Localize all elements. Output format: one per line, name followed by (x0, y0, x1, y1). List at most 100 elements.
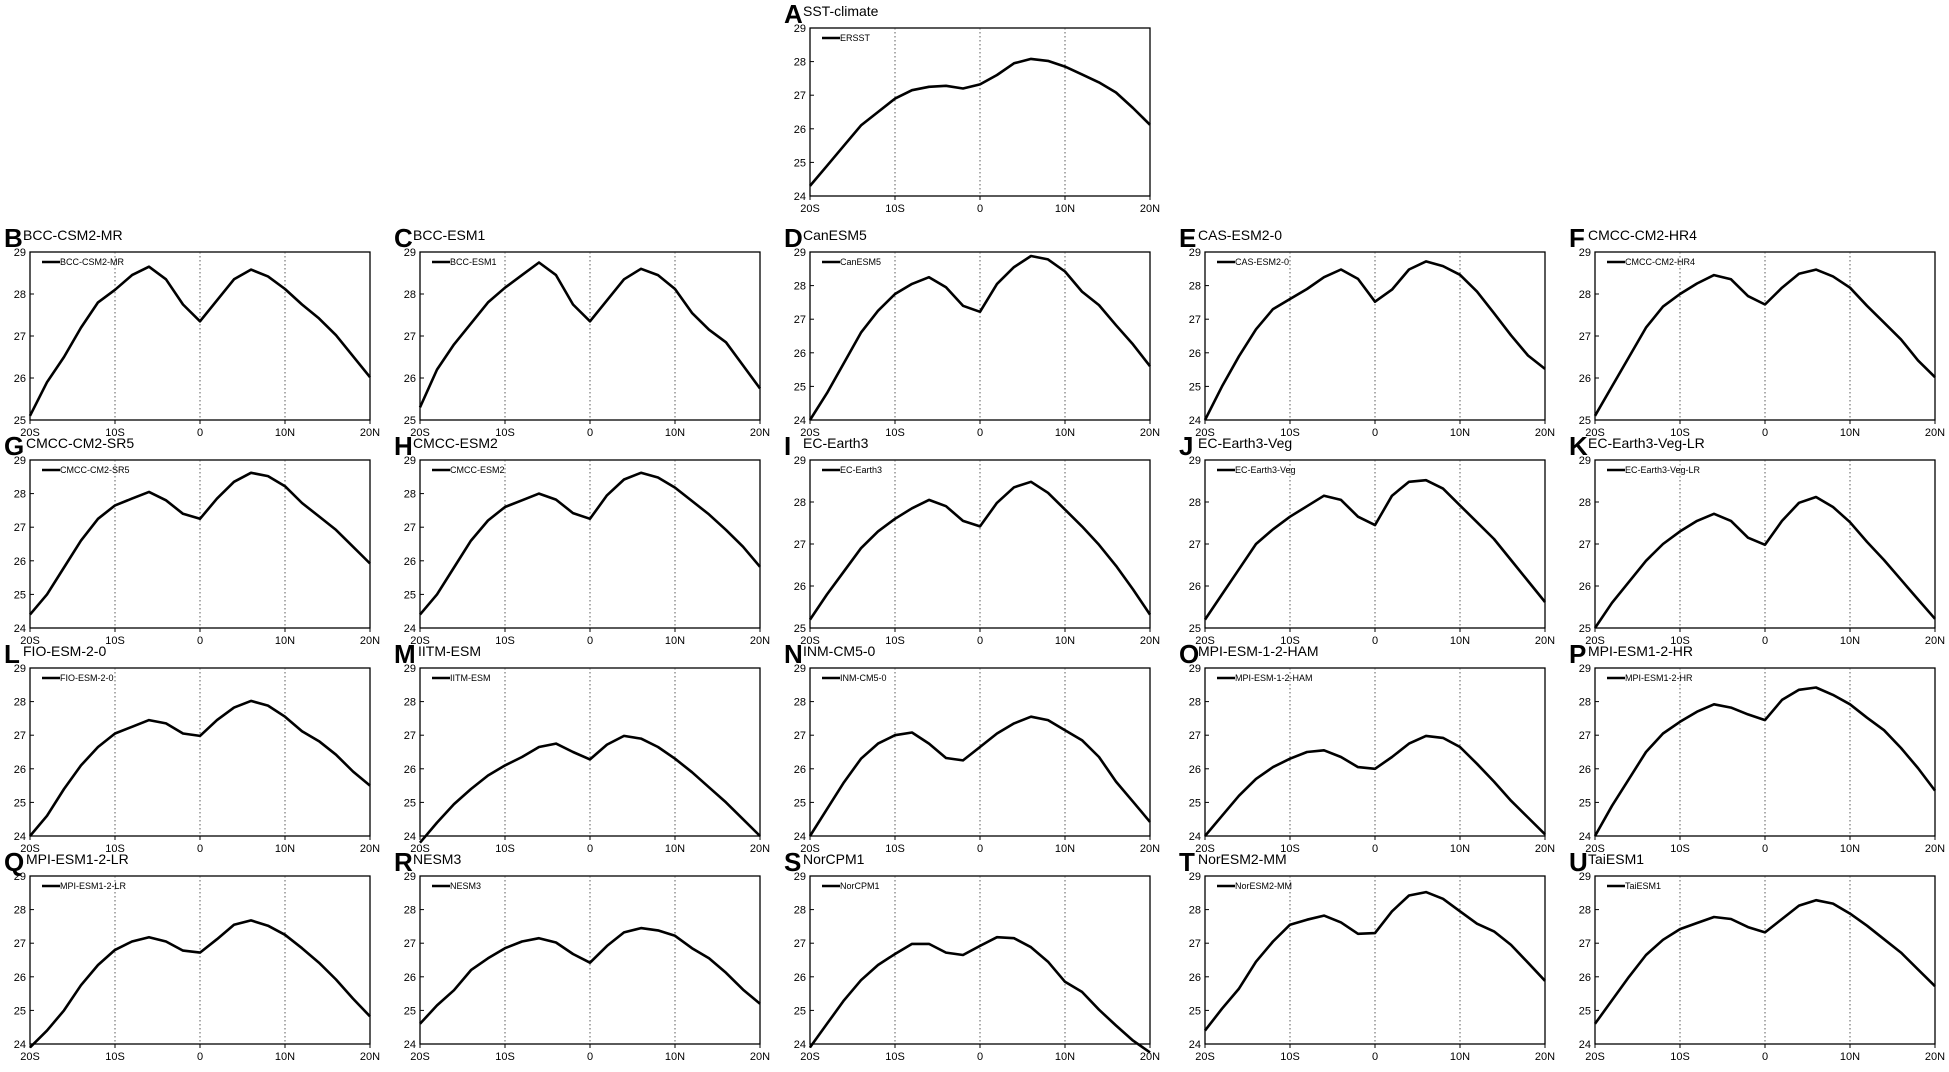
panel-title: IITM-ESM (418, 643, 481, 659)
y-tick-label: 24 (14, 623, 26, 635)
y-tick-label: 24 (14, 1039, 26, 1051)
x-tick-label: 0 (197, 635, 203, 647)
x-tick-label: 20N (360, 1051, 380, 1063)
x-tick-label: 10N (1840, 635, 1860, 647)
panel-i: I EC-Earth3 20S 10S 0 10N 20N 25 26 27 28 29 EC-Eart… (784, 431, 1160, 647)
y-tick-label: 25 (1579, 797, 1591, 809)
panel-title: CMCC-ESM2 (413, 435, 498, 451)
panel-title: NorCPM1 (803, 851, 865, 867)
y-tick-label: 25 (794, 1005, 806, 1017)
x-tick-label: 10N (1450, 1051, 1470, 1063)
x-tick-label: 0 (1372, 635, 1378, 647)
y-tick-label: 28 (1189, 905, 1201, 917)
y-tick-label: 26 (404, 972, 416, 984)
panel-letter: A (784, 0, 803, 29)
y-tick-label: 25 (404, 415, 416, 427)
x-tick-label: 0 (587, 635, 593, 647)
y-tick-label: 28 (404, 489, 416, 501)
series-line (1593, 686, 1937, 837)
legend-label: NorCPM1 (840, 881, 880, 891)
y-tick-label: 26 (404, 764, 416, 776)
y-tick-label: 28 (1189, 497, 1201, 509)
panel-letter: Q (4, 847, 24, 877)
x-tick-label: 10N (275, 635, 295, 647)
series-line (1593, 898, 1936, 1025)
y-tick-label: 28 (404, 697, 416, 709)
y-tick-label: 28 (1579, 289, 1591, 301)
y-tick-label: 29 (1579, 247, 1591, 259)
legend-label: EC-Earth3-Veg-LR (1625, 465, 1701, 475)
y-tick-label: 29 (404, 455, 416, 467)
legend-label: NorESM2-MM (1235, 881, 1292, 891)
y-tick-label: 27 (1579, 539, 1591, 551)
panel-letter: M (394, 639, 416, 669)
x-tick-label: 10N (1055, 427, 1075, 439)
x-tick-label: 20N (750, 635, 770, 647)
panel-letter: H (394, 431, 413, 461)
panel-letter: B (4, 223, 23, 253)
panel-title: MPI-ESM1-2-LR (26, 851, 129, 867)
y-tick-label: 24 (794, 415, 806, 427)
y-tick-label: 28 (1189, 281, 1201, 293)
x-tick-label: 0 (1762, 843, 1768, 855)
series-line (808, 715, 1151, 837)
x-tick-label: 20N (1925, 843, 1945, 855)
x-tick-label: 10N (665, 843, 685, 855)
y-tick-label: 28 (1579, 497, 1591, 509)
panel-title: FIO-ESM-2-0 (23, 643, 106, 659)
y-tick-label: 29 (404, 871, 416, 883)
panel-letter: K (1569, 431, 1588, 461)
y-tick-label: 29 (794, 247, 806, 259)
y-tick-label: 27 (404, 522, 416, 534)
y-tick-label: 27 (1189, 938, 1201, 950)
y-tick-label: 28 (794, 497, 806, 509)
series-line (1593, 268, 1936, 417)
series-line (1204, 734, 1546, 837)
x-tick-label: 20S (410, 427, 430, 439)
x-tick-label: 0 (977, 635, 983, 647)
x-tick-label: 0 (1372, 843, 1378, 855)
legend-label: EC-Earth3-Veg (1235, 465, 1296, 475)
series-line (1203, 478, 1547, 621)
x-tick-label: 20N (360, 427, 380, 439)
panel-title: BCC-ESM1 (413, 227, 486, 243)
x-tick-label: 20N (1925, 427, 1945, 439)
x-tick-label: 20S (20, 843, 40, 855)
y-tick-label: 25 (794, 797, 806, 809)
x-tick-label: 10S (1670, 1051, 1690, 1063)
y-tick-label: 25 (1189, 381, 1201, 393)
legend-label: TaiESM1 (1625, 881, 1661, 891)
y-tick-label: 29 (14, 247, 26, 259)
x-tick-label: 20N (1535, 843, 1555, 855)
x-tick-label: 10S (1280, 843, 1300, 855)
y-tick-label: 26 (14, 972, 26, 984)
x-tick-label: 0 (1762, 635, 1768, 647)
y-tick-label: 25 (1189, 623, 1201, 635)
y-tick-label: 26 (1189, 764, 1201, 776)
x-tick-label: 10N (275, 427, 295, 439)
y-tick-label: 28 (14, 697, 26, 709)
y-tick-label: 26 (404, 556, 416, 568)
y-tick-label: 27 (794, 938, 806, 950)
legend-label: INM-CM5-0 (840, 673, 887, 683)
y-tick-label: 27 (404, 938, 416, 950)
y-tick-label: 29 (404, 247, 416, 259)
y-tick-label: 29 (794, 455, 806, 467)
panel-letter: D (784, 223, 803, 253)
x-tick-label: 10S (495, 1051, 515, 1063)
x-tick-label: 20S (1585, 843, 1605, 855)
panel-letter: T (1179, 847, 1195, 877)
panel-title: CMCC-CM2-SR5 (26, 435, 134, 451)
series-line (808, 935, 1151, 1054)
y-tick-label: 26 (1579, 581, 1591, 593)
y-tick-label: 27 (794, 539, 806, 551)
y-tick-label: 26 (1579, 764, 1591, 776)
y-tick-label: 29 (1579, 871, 1591, 883)
x-tick-label: 20N (360, 635, 380, 647)
